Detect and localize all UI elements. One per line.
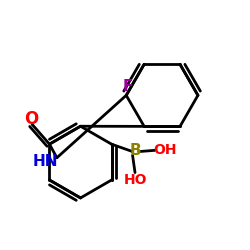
Text: HN: HN [33,154,58,169]
Text: O: O [24,110,38,128]
Text: F: F [122,79,133,94]
Text: B: B [130,143,141,158]
Text: HO: HO [123,173,147,187]
Text: OH: OH [153,143,176,157]
